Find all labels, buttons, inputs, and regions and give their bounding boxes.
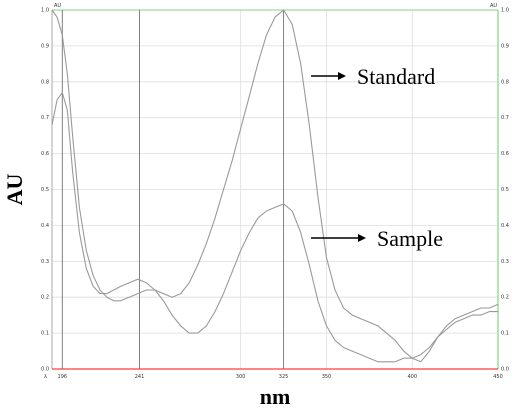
y-axis-title: AU [2, 174, 27, 206]
x-tick-label: 325 [279, 374, 289, 380]
annotation-sample: Sample [311, 226, 443, 251]
y-tick-label-right: 0.7 [501, 115, 509, 121]
y-tick-label-right: 0.9 [501, 43, 509, 49]
wavelength-marker-lines [61, 10, 285, 369]
y-tick-label-right: 0.2 [501, 295, 509, 301]
arrow-head-standard [338, 72, 346, 80]
series-lines [51, 9, 499, 363]
x-tick-label: 400 [407, 374, 417, 380]
y-tick-label-right: 0.8 [501, 79, 509, 85]
right-axis-unit: AU [490, 3, 497, 9]
y-tick-label-right: 0.3 [501, 259, 509, 265]
annotation-label-standard: Standard [357, 64, 435, 89]
x-origin-label: λ [44, 374, 47, 380]
y-tick-label-right: 0.6 [501, 151, 509, 157]
x-tick-label: 300 [236, 374, 246, 380]
y-tick-label-left: 0.9 [41, 43, 49, 49]
y-tick-label-right: 0.0 [501, 367, 509, 373]
y-tick-label-right: 1.0 [501, 8, 509, 14]
y-tick-label-left: 0.4 [41, 223, 49, 229]
y-tick-label-left: 0.3 [41, 259, 49, 265]
x-tick-label: 241 [135, 374, 145, 380]
x-axis-title: nm [260, 384, 291, 409]
series-line-standard [51, 9, 499, 363]
y-tick-label-left: 0.2 [41, 295, 49, 301]
y-tick-label-right: 0.5 [501, 187, 509, 193]
x-tick-label: 350 [322, 374, 332, 380]
plot-frame [51, 9, 499, 370]
y-tick-label-right: 0.4 [501, 223, 509, 229]
y-tick-label-left: 1.0 [41, 8, 49, 14]
left-axis-unit: AU [54, 3, 61, 9]
arrow-head-sample [358, 234, 366, 242]
y-tick-label-left: 0.1 [41, 331, 49, 337]
annotation-label-sample: Sample [377, 226, 443, 251]
series-line-sample [51, 92, 498, 363]
y-tick-label-left: 0.8 [41, 79, 49, 85]
x-tick-label: 450 [493, 374, 503, 380]
y-tick-label-left: 0.0 [41, 367, 49, 373]
y-tick-label-right: 0.1 [501, 331, 509, 337]
y-tick-label-left: 0.7 [41, 115, 49, 121]
x-tick-label: 196 [58, 374, 68, 380]
annotation-standard: Standard [311, 64, 435, 89]
y-tick-label-left: 0.5 [41, 187, 49, 193]
tick-labels: 0.0 0.0 0.1 0.1 0.2 0.2 0.3 0.3 0.4 0.4 0.5 0.5 0.6 0… [41, 8, 509, 381]
y-tick-label-left: 0.6 [41, 151, 49, 157]
